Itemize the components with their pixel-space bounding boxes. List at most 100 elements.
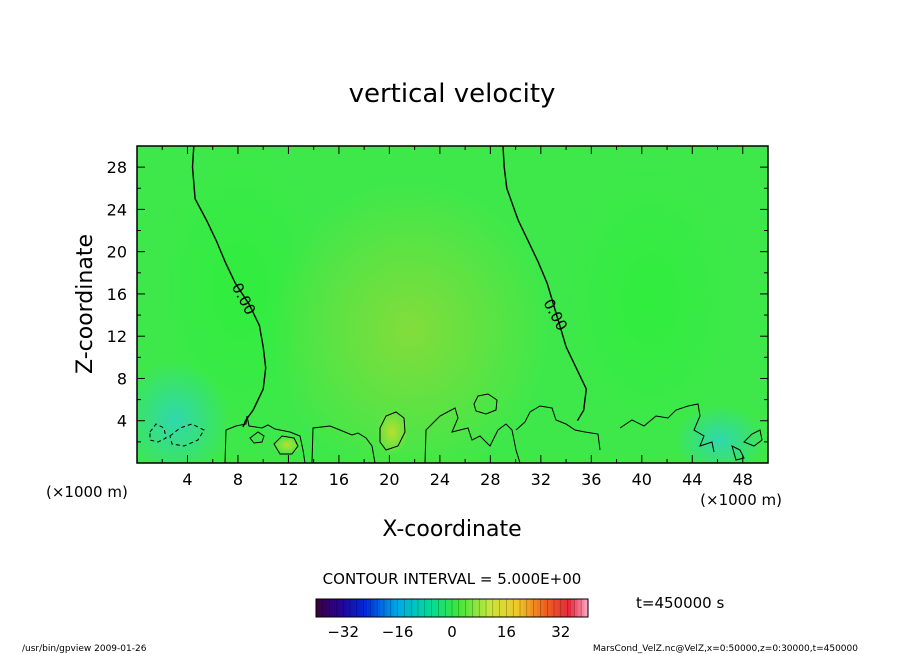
x-tick-label: 28 bbox=[480, 470, 500, 489]
colorbar-tick-label: 0 bbox=[447, 623, 457, 641]
colorbar-cell bbox=[557, 599, 562, 617]
colorbar-cell bbox=[571, 599, 575, 617]
colorbar-cell bbox=[438, 599, 443, 617]
colorbar-cell bbox=[581, 599, 586, 617]
y-tick-label: 16 bbox=[107, 285, 127, 304]
colorbar-cell bbox=[431, 599, 436, 617]
colorbar-cell bbox=[353, 599, 358, 617]
footer-left: /usr/bin/gpview 2009-01-26 bbox=[22, 644, 147, 654]
colorbar-cell bbox=[380, 599, 385, 617]
colorbar-cell bbox=[404, 599, 409, 617]
colorbar-cell bbox=[486, 599, 490, 617]
colorbar-cell bbox=[329, 599, 334, 617]
colorbar-cell bbox=[448, 599, 453, 617]
x-tick-label: 12 bbox=[278, 470, 298, 489]
colorbar-cell bbox=[356, 599, 361, 617]
colorbar-cell bbox=[479, 599, 484, 617]
plot-area: 0.00 0.00 4 8 12 16 20 24 28 32 36 40 44 48 48121620… bbox=[107, 145, 769, 489]
colorbar-cell bbox=[418, 599, 422, 617]
colorbar-cell bbox=[516, 599, 521, 617]
contour-cell-top bbox=[473, 393, 498, 415]
colorbar-cell bbox=[390, 599, 395, 617]
colorbar-tick-label: 16 bbox=[497, 623, 516, 641]
colorbar-cell bbox=[489, 599, 494, 617]
colorbar-cell bbox=[492, 599, 497, 617]
field-bright-right bbox=[560, 160, 740, 440]
colorbar-cell bbox=[560, 599, 565, 617]
colorbar-cell bbox=[584, 599, 589, 617]
colorbar-cell bbox=[462, 599, 467, 617]
colorbar-cell bbox=[577, 599, 582, 617]
contour-boundary-1 bbox=[224, 415, 306, 463]
colorbar-cell bbox=[316, 599, 320, 617]
colorbar-cell bbox=[503, 599, 507, 617]
contour-line-1 bbox=[191, 146, 267, 428]
contour-line-2 bbox=[502, 146, 588, 422]
x-axis-label: X-coordinate bbox=[382, 517, 521, 542]
contour-corner-cell bbox=[743, 429, 763, 447]
colorbar-cell bbox=[523, 599, 528, 617]
colorbar-cell bbox=[550, 599, 555, 617]
colorbar-cell bbox=[339, 599, 344, 617]
x-tick-label: 24 bbox=[430, 470, 450, 489]
x-tick-label: 32 bbox=[531, 470, 551, 489]
colorbar-cell bbox=[499, 599, 504, 617]
colorbar-cell bbox=[482, 599, 487, 617]
colorbar-cell bbox=[384, 599, 388, 617]
colorbar-cell bbox=[472, 599, 477, 617]
x-tick-label: 36 bbox=[581, 470, 601, 489]
field-warm-cell bbox=[376, 410, 408, 454]
colorbar-cell bbox=[387, 599, 392, 617]
colorbar-tick-label: 32 bbox=[551, 623, 570, 641]
x-tick-label: 44 bbox=[682, 470, 702, 489]
field-downdraft-left bbox=[137, 360, 230, 463]
colorbar-cell bbox=[401, 599, 405, 617]
colorbar-cell bbox=[377, 599, 382, 617]
field-updraft-core bbox=[270, 180, 550, 463]
colorbar-cell bbox=[350, 599, 354, 617]
colorbar-cell bbox=[496, 599, 501, 617]
x-axis-ticks: 4 8 12 16 20 24 28 32 36 40 44 48 bbox=[161, 146, 753, 489]
field-warm-cell-small bbox=[273, 435, 301, 455]
colorbar-cell bbox=[533, 599, 538, 617]
colorbar-cell bbox=[530, 599, 535, 617]
colorbar-cell bbox=[567, 599, 572, 617]
colorbar-cell bbox=[370, 599, 375, 617]
colorbar-cell bbox=[475, 599, 480, 617]
colorbar-cell bbox=[414, 599, 419, 617]
colorbar-cell bbox=[564, 599, 569, 617]
time-label: t=450000 s bbox=[636, 594, 724, 612]
boundary-contours bbox=[224, 393, 763, 463]
colorbar-cell bbox=[543, 599, 548, 617]
y-tick-label: 24 bbox=[107, 200, 127, 219]
colorbar-cell bbox=[346, 599, 351, 617]
colorbar-cell bbox=[509, 599, 514, 617]
colorbar-cell bbox=[411, 599, 416, 617]
colorbar-cell bbox=[520, 599, 524, 617]
colorbar-ticks: −32 −16 0 16 32 bbox=[327, 623, 570, 641]
footer-right: MarsCond_VelZ.nc@VelZ,x=0:50000,z=0:3000… bbox=[593, 644, 858, 654]
x-unit-right: (×1000 m) bbox=[700, 491, 782, 509]
colorbar-cell bbox=[506, 599, 511, 617]
y-tick-label: 8 bbox=[117, 369, 127, 388]
x-tick-label: 4 bbox=[182, 470, 192, 489]
contour-boundary-4 bbox=[515, 405, 601, 451]
colorbar-cell bbox=[428, 599, 433, 617]
plot-frame bbox=[136, 145, 769, 464]
field-downdraft-right bbox=[675, 405, 765, 463]
colorbar-cell bbox=[526, 599, 531, 617]
contour-edge-cell bbox=[731, 445, 745, 461]
y-axis-ticks: 4 8 12 16 20 24 28 bbox=[107, 158, 768, 443]
colorbar-cell bbox=[394, 599, 399, 617]
colorbar-cell bbox=[397, 599, 402, 617]
contour-lines bbox=[191, 146, 588, 428]
colorbar: −32 −16 0 16 32 bbox=[315, 598, 589, 641]
contour-boundary-5 bbox=[619, 403, 715, 453]
contour-small-cell bbox=[249, 431, 265, 444]
contour-boundary-2 bbox=[311, 425, 376, 463]
contour-warm-cell bbox=[379, 411, 406, 451]
x-tick-label: 40 bbox=[632, 470, 652, 489]
colorbar-cell bbox=[407, 599, 412, 617]
y-tick-label: 28 bbox=[107, 158, 127, 177]
heatmap-field bbox=[137, 146, 768, 463]
